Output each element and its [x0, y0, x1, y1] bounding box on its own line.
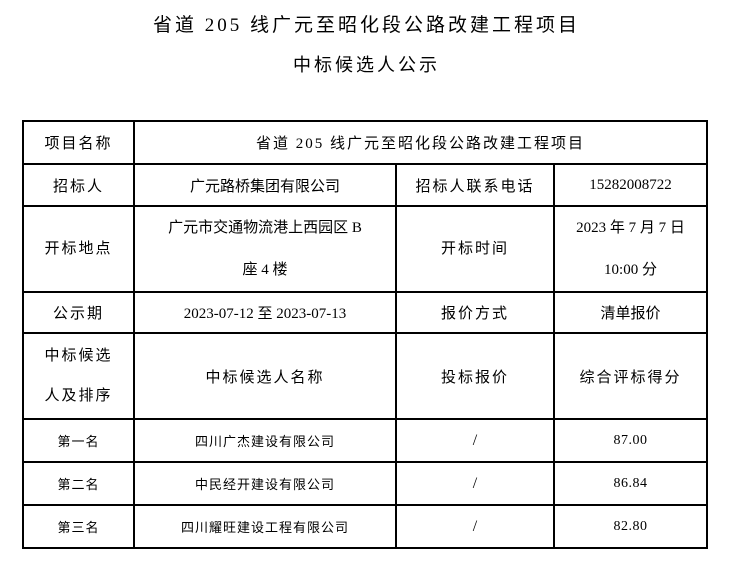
candidate-row-1: 第一名 四川广杰建设有限公司 / 87.00: [22, 418, 709, 463]
candidate-price-cell: /: [395, 504, 555, 549]
candidate-row-2: 第二名 中民经开建设有限公司 / 86.84: [22, 461, 709, 506]
opening-time-label: 开标时间: [440, 241, 509, 257]
candidates-rank-header-cell: 中标候选 人及排序: [22, 332, 135, 420]
tenderer-label-cell: 招标人: [22, 163, 135, 207]
candidates-rank-header-line2: 人及排序: [44, 388, 113, 404]
tenderer-value-cell: 广元路桥集团有限公司: [133, 163, 397, 207]
opening-place-label: 开标地点: [44, 241, 113, 257]
tenderer-phone-value-cell: 15282008722: [552, 163, 709, 207]
project-name-value-cell: 省道 205 线广元至昭化段公路改建工程项目: [132, 120, 709, 165]
project-name-row: 项目名称 省道 205 线广元至昭化段公路改建工程项目: [22, 120, 709, 165]
quote-method-label-cell: 报价方式: [395, 291, 555, 334]
opening-time-line1: 2023 年 7 月 7 日: [576, 220, 685, 236]
tenderer-phone-label-cell: 招标人联系电话: [395, 163, 555, 207]
candidate-rank-cell: 第一名: [22, 418, 135, 463]
candidates-header-row: 中标候选 人及排序 中标候选人名称 投标报价 综合评标得分: [22, 332, 709, 420]
candidate-name-header-cell: 中标候选人名称: [133, 332, 397, 420]
candidate-price-cell: /: [395, 461, 555, 506]
publicity-period-label-cell: 公示期: [22, 291, 135, 334]
candidates-rank-header-line1: 中标候选: [44, 348, 113, 364]
opening-time-value-cell: 2023 年 7 月 7 日 10:00 分: [552, 205, 709, 293]
candidate-name-cell: 四川广杰建设有限公司: [133, 418, 397, 463]
project-name-label-cell: 项目名称: [22, 120, 135, 165]
candidate-rank-cell: 第三名: [22, 504, 135, 549]
score-header-cell: 综合评标得分: [552, 332, 709, 420]
bid-price-header-cell: 投标报价: [395, 332, 555, 420]
opening-time-label-cell: 开标时间: [395, 205, 555, 293]
tenderer-row: 招标人 广元路桥集团有限公司 招标人联系电话 15282008722: [22, 163, 709, 207]
candidate-row-3: 第三名 四川耀旺建设工程有限公司 / 82.80: [22, 504, 709, 549]
opening-place-line2: 座 4 楼: [242, 262, 288, 278]
candidate-price-cell: /: [395, 418, 555, 463]
bid-announcement-table: 项目名称 省道 205 线广元至昭化段公路改建工程项目 招标人 广元路桥集团有限…: [22, 120, 709, 549]
document-title-line2: 中标候选人公示: [293, 55, 440, 75]
opening-place-line1: 广元市交通物流港上西园区 B: [168, 220, 362, 236]
bid-opening-row: 开标地点 广元市交通物流港上西园区 B 座 4 楼 开标时间 2023 年 7 …: [22, 205, 709, 293]
publicity-period-row: 公示期 2023-07-12 至 2023-07-13 报价方式 清单报价: [22, 291, 709, 334]
publicity-period-value-cell: 2023-07-12 至 2023-07-13: [133, 291, 397, 334]
candidate-score-cell: 82.80: [552, 504, 709, 549]
candidate-name-cell: 四川耀旺建设工程有限公司: [133, 504, 397, 549]
candidate-name-cell: 中民经开建设有限公司: [133, 461, 397, 506]
candidate-rank-cell: 第二名: [22, 461, 135, 506]
quote-method-value-cell: 清单报价: [552, 291, 709, 334]
document-title-line1: 省道 205 线广元至昭化段公路改建工程项目: [152, 15, 580, 36]
candidate-score-cell: 86.84: [552, 461, 709, 506]
opening-place-label-cell: 开标地点: [22, 205, 135, 293]
candidate-score-cell: 87.00: [552, 418, 709, 463]
opening-time-line2: 10:00 分: [604, 262, 657, 278]
opening-place-value-cell: 广元市交通物流港上西园区 B 座 4 楼: [133, 205, 397, 293]
